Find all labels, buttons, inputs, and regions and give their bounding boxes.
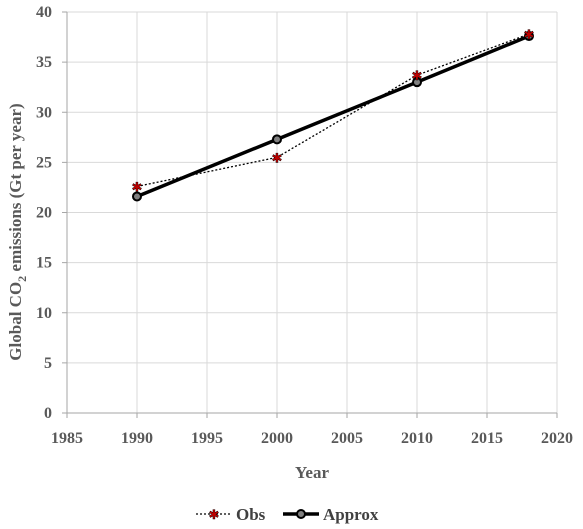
legend-obs-label: Obs: [236, 505, 266, 524]
x-tick-label-1995: 1995: [191, 430, 223, 447]
y-tick-label-5: 5: [44, 355, 52, 372]
y-tick-label-10: 10: [36, 305, 52, 322]
point-obs-1990: ✱: [132, 179, 143, 194]
x-tick-label-1990: 1990: [121, 430, 153, 447]
y-tick-label-40: 40: [36, 4, 52, 21]
grid-lines: [67, 11, 558, 413]
legend: ✱ Obs Approx: [196, 505, 379, 524]
point-approx-2010: [412, 77, 422, 88]
x-tick-label-2015: 2015: [471, 430, 503, 447]
axes: [62, 11, 558, 418]
point-obs-2000: ✱: [272, 150, 283, 165]
series-line-approx: [136, 34, 530, 199]
y-tick-label-0: 0: [44, 405, 52, 422]
y-axis-title: Global CO2 emissions (Gt per year): [6, 103, 29, 360]
y-tick-label-25: 25: [36, 154, 52, 171]
legend-approx-marker: [296, 509, 306, 519]
x-tick-label-2000: 2000: [261, 430, 293, 447]
y-tick-label-20: 20: [36, 205, 52, 222]
series-line-obs: [136, 33, 530, 188]
point-obs-2010: ✱: [412, 68, 423, 83]
point-approx-2000: [272, 134, 282, 145]
x-tick-label-2010: 2010: [401, 430, 433, 447]
legend-item-approx: Approx: [283, 505, 379, 524]
y-tick-label-15: 15: [36, 255, 52, 272]
series-layer: ✱ ✱ ✱ ✱: [131, 27, 535, 202]
x-axis-title: Year: [295, 463, 329, 482]
legend-obs-marker: ✱: [209, 507, 220, 522]
legend-approx-label: Approx: [323, 505, 379, 524]
y-tick-labels: 0 5 10 15 20 25 30 35 40: [36, 4, 52, 422]
point-approx-1990: [132, 191, 142, 202]
x-tick-label-2005: 2005: [331, 430, 363, 447]
x-tick-label-1985: 1985: [51, 430, 83, 447]
x-tick-label-2020: 2020: [541, 430, 573, 447]
point-obs-2018: ✱: [524, 27, 535, 42]
x-tick-labels: 1985 1990 1995 2000 2005 2010 2015 2020: [51, 430, 573, 447]
legend-item-obs: ✱ Obs: [196, 505, 266, 524]
y-tick-label-35: 35: [36, 54, 52, 71]
y-tick-label-30: 30: [36, 104, 52, 121]
